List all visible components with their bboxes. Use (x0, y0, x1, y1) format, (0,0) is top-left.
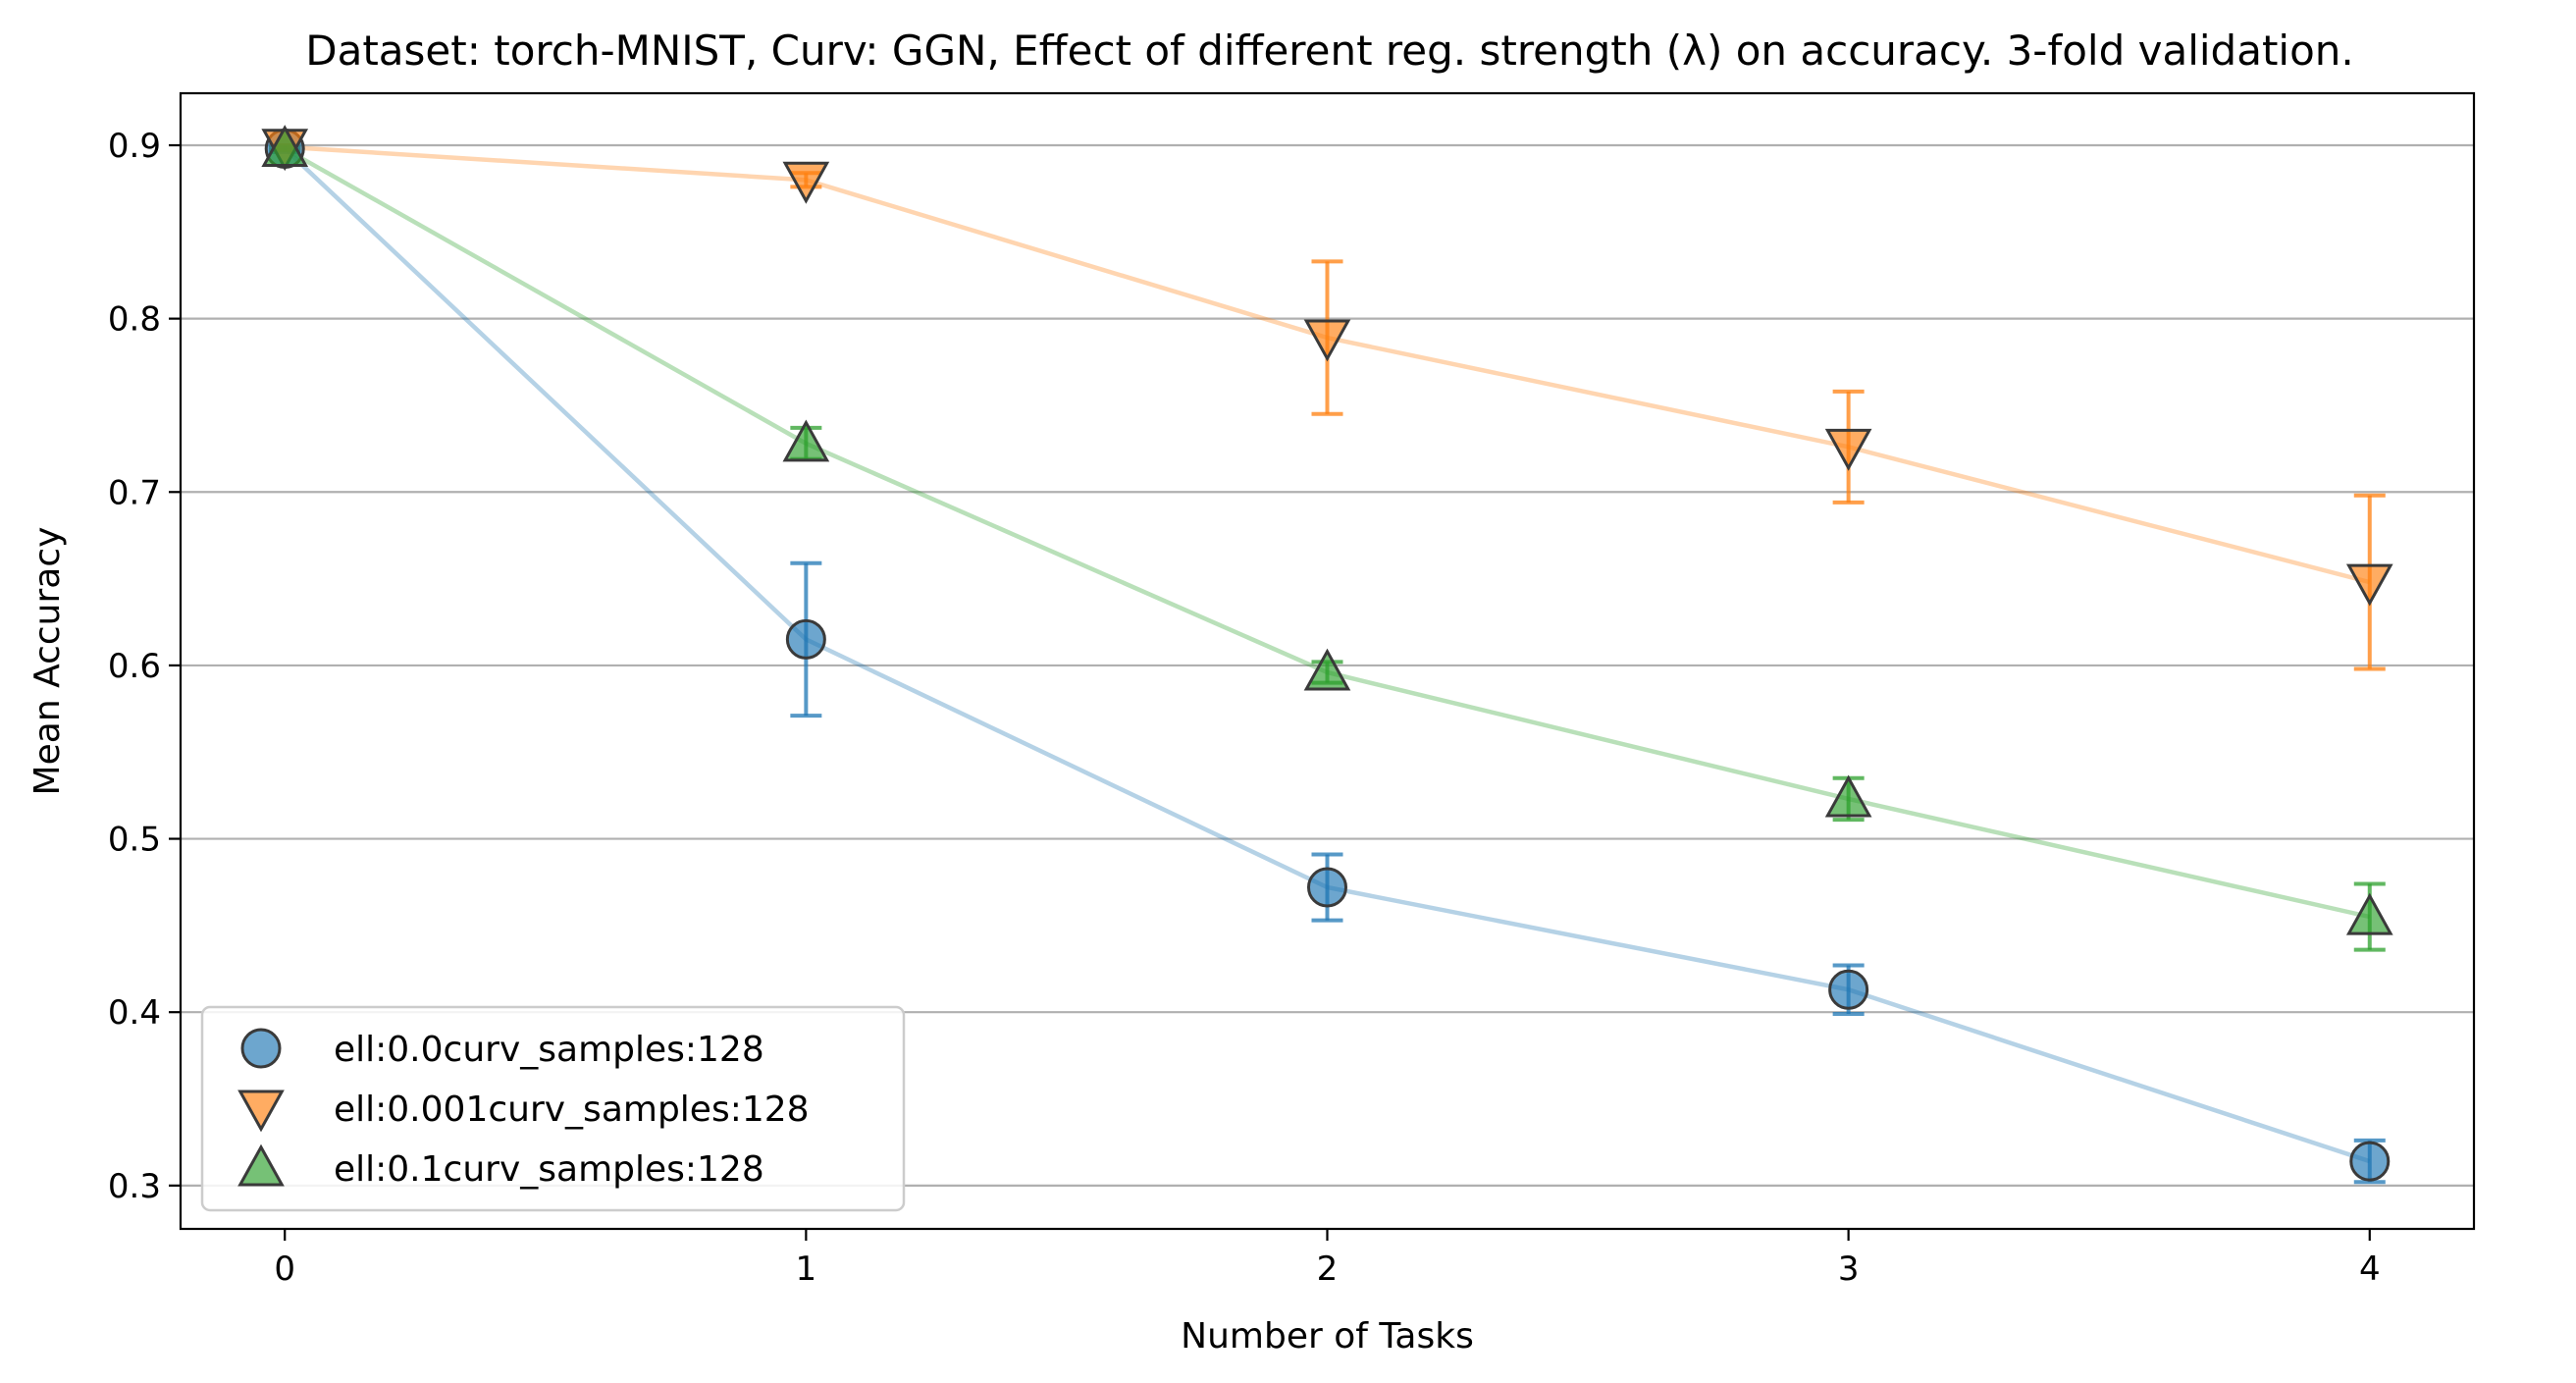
x-tick-label: 0 (274, 1250, 295, 1289)
data-point (785, 618, 826, 660)
data-markers (261, 125, 2393, 1182)
x-tick-label: 1 (796, 1250, 817, 1289)
data-point (1303, 319, 1351, 362)
legend-box (200, 1005, 906, 1212)
legend-marker (240, 1028, 282, 1069)
chart-title: Dataset: torch-MNIST, Curv: GGN, Effect … (305, 27, 2354, 75)
y-tick-label: 0.8 (108, 300, 161, 340)
data-point (1828, 969, 1869, 1010)
data-point (1824, 428, 1872, 471)
y-axis-label: Mean Accuracy (27, 527, 68, 796)
legend: ell:0.0curv_samples:128 ell:0.001curv_sam… (200, 1005, 906, 1212)
y-tick-label: 0.3 (108, 1167, 161, 1206)
legend-marker (237, 1144, 285, 1187)
y-tick-label: 0.5 (108, 821, 161, 860)
data-point (1307, 867, 1347, 908)
data-point (2345, 892, 2393, 935)
x-tick-label: 4 (2359, 1250, 2381, 1289)
y-tick-label: 0.4 (108, 993, 161, 1033)
legend-label: ell:0.1curv_samples:128 (334, 1149, 764, 1190)
data-point (1824, 774, 1872, 818)
x-axis-label: Number of Tasks (1181, 1316, 1474, 1356)
data-point (2349, 1141, 2391, 1182)
x-tick-label: 3 (1838, 1250, 1860, 1289)
axis-ticks: 0.3 0.4 0.5 0.6 0.7 0.8 0.9 0 1 2 3 4 (108, 127, 2381, 1289)
data-point (261, 125, 309, 168)
y-tick-label: 0.6 (108, 647, 161, 686)
y-tick-label: 0.9 (108, 127, 161, 166)
legend-marker (237, 1090, 285, 1133)
y-tick-label: 0.7 (108, 473, 161, 512)
data-point (782, 419, 830, 462)
data-point (782, 161, 830, 204)
legend-label: ell:0.001curv_samples:128 (334, 1090, 810, 1130)
data-point (1303, 648, 1351, 691)
x-tick-label: 2 (1317, 1250, 1339, 1289)
data-point (2345, 563, 2393, 607)
legend-label: ell:0.0curv_samples:128 (334, 1030, 764, 1070)
